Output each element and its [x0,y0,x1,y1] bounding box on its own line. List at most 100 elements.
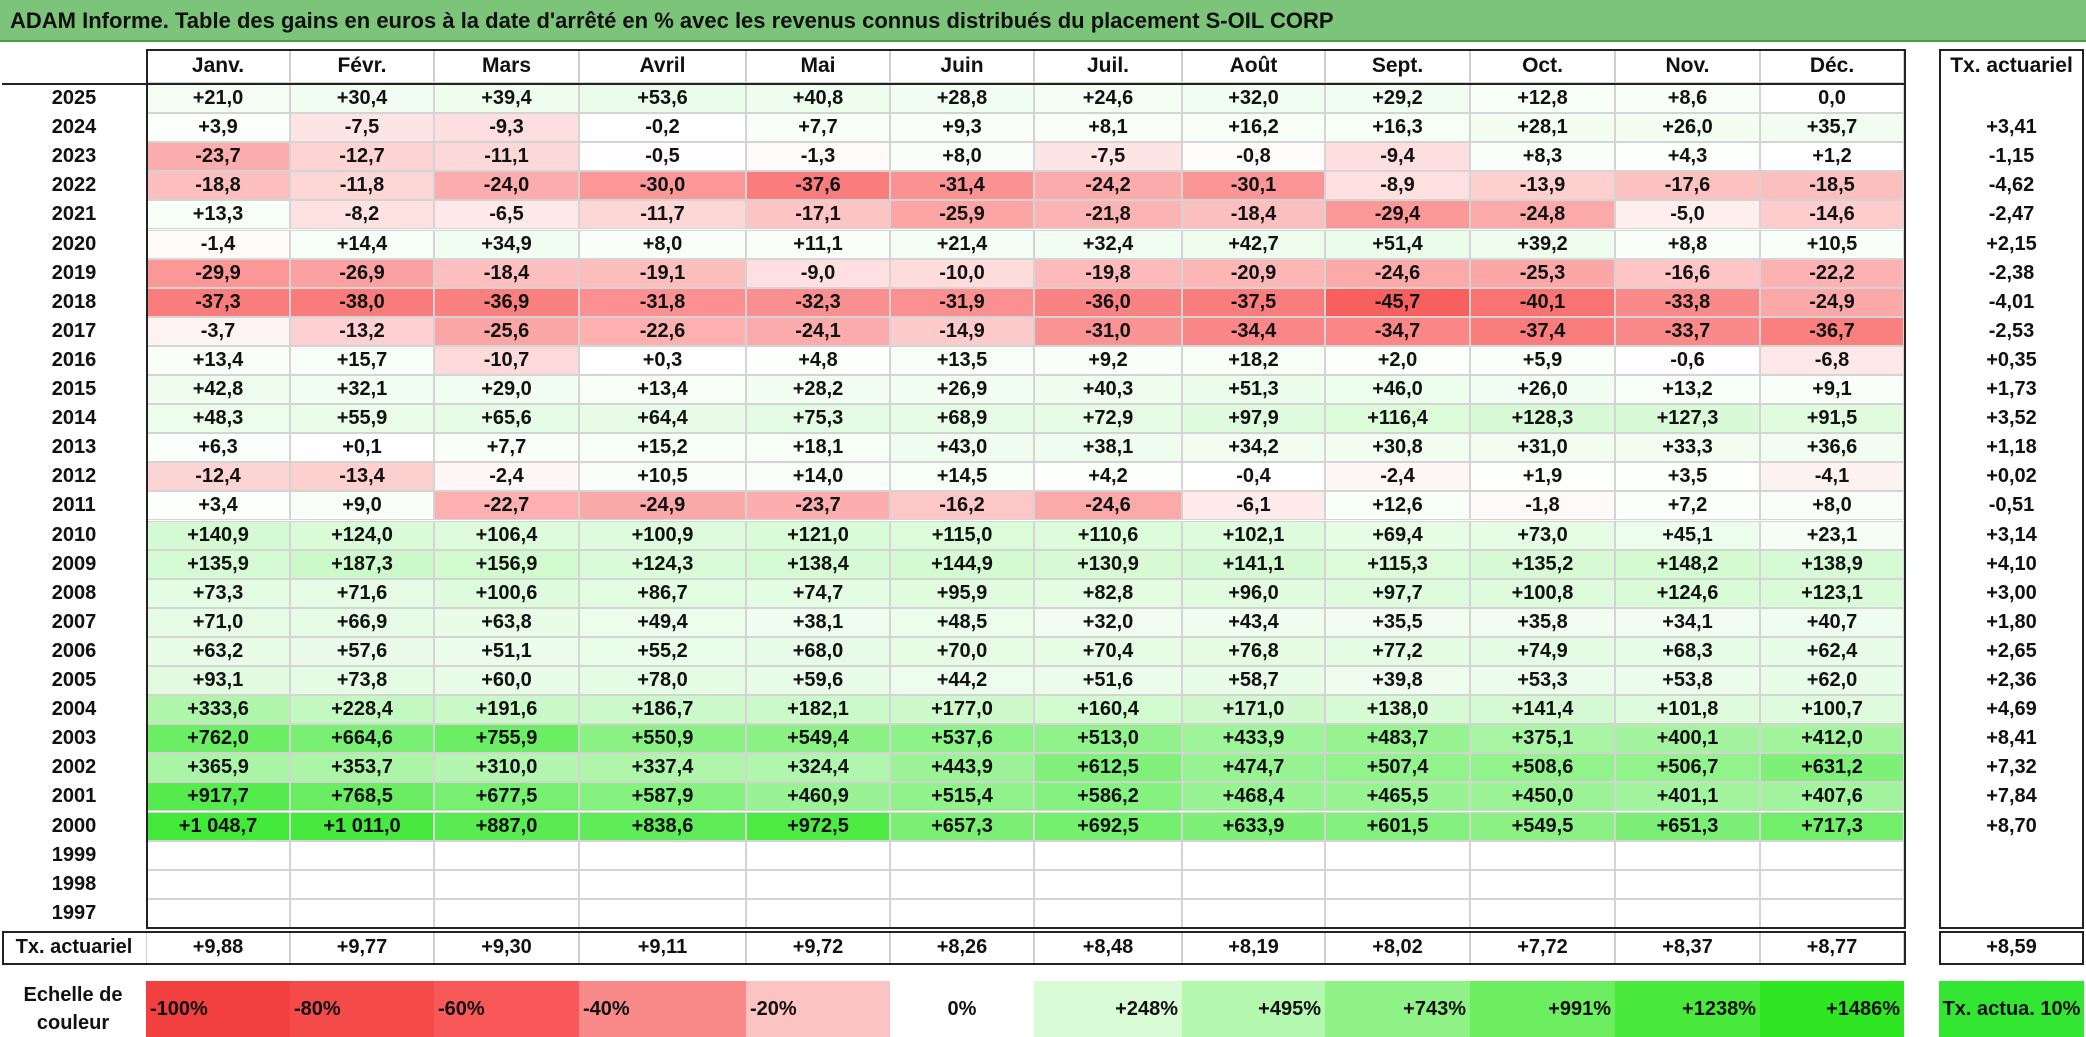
year-label: 2015 [51,378,97,401]
table-cell: +34,1 [1615,607,1760,637]
table-cell: +70,4 [1034,636,1182,666]
table-cell: +97,9 [1182,404,1325,434]
footer-cell: +8,48 [1034,930,1182,965]
table-cell: -24,9 [579,491,746,521]
table-cell: -16,6 [1615,258,1760,288]
table-cell: +460,9 [746,782,890,812]
table-cell: +135,9 [146,549,290,579]
table-cell: +353,7 [290,753,434,783]
table-cell: +14,5 [890,462,1034,492]
table-cell [1615,869,1760,899]
table-cell: -26,9 [290,258,434,288]
table-cell [1615,898,1760,928]
table-cell: +36,6 [1760,433,1904,463]
table-cell: +42,8 [146,375,290,405]
year-label: 2003 [51,727,97,750]
table-cell: +45,1 [1615,520,1760,550]
table-cell: -34,4 [1182,316,1325,346]
table-cell [1034,869,1182,899]
table-cell: +66,9 [290,607,434,637]
table-cell: +34,9 [434,229,579,259]
table-cell: +130,9 [1034,549,1182,579]
table-cell: +44,2 [890,666,1034,696]
table-cell: -13,9 [1470,171,1615,201]
table-cell [579,898,746,928]
table-cell: -18,4 [434,258,579,288]
table-cell: +55,2 [579,636,746,666]
table-cell: +677,5 [434,782,579,812]
table-cell [1760,869,1904,899]
table-cell: -34,7 [1325,316,1470,346]
table-cell: +333,6 [146,695,290,725]
table-cell: -31,9 [890,287,1034,317]
year-label: 2020 [51,232,97,255]
table-cell: -8,9 [1325,171,1470,201]
table-cell: +121,0 [746,520,890,550]
table-cell: +23,1 [1760,520,1904,550]
table-cell: +39,2 [1470,229,1615,259]
footer-cell: +9,72 [746,930,890,965]
table-cell: +39,4 [434,84,579,114]
month-header: Mars [434,49,579,83]
annual-rate-cell: +4,69 [1986,698,2037,721]
table-cell: +102,1 [1182,520,1325,550]
table-cell: +586,2 [1034,782,1182,812]
annual-rate-cell [1939,899,2084,928]
table-cell: +123,1 [1760,578,1904,608]
table-cell [579,869,746,899]
year-label: 2010 [51,523,97,546]
table-cell: +887,0 [434,811,579,841]
table-cell: +587,9 [579,782,746,812]
table-cell: +612,5 [1034,753,1182,783]
table-cell: -14,6 [1760,200,1904,230]
table-cell [1470,869,1615,899]
table-cell: -21,8 [1034,200,1182,230]
annual-rate-cell: +3,41 [1986,116,2037,139]
table-cell: -19,8 [1034,258,1182,288]
table-cell: +116,4 [1325,404,1470,434]
year-label: 2006 [51,639,97,662]
table-cell: -25,6 [434,316,579,346]
table-cell: -9,0 [746,258,890,288]
table-cell: +3,9 [146,113,290,143]
table-cell: -18,4 [1182,200,1325,230]
footer-cell: +8,77 [1760,930,1904,965]
table-cell: -2,4 [1325,462,1470,492]
table-cell: -33,8 [1615,287,1760,317]
table-cell: -24,2 [1034,171,1182,201]
table-cell: -6,5 [434,200,579,230]
table-cell [1182,840,1325,870]
table-cell: +77,2 [1325,636,1470,666]
table-cell: +537,6 [890,724,1034,754]
table-cell: +32,1 [290,375,434,405]
year-label: 2001 [51,785,97,808]
table-cell: +53,6 [579,84,746,114]
table-cell: +3,5 [1615,462,1760,492]
year-label: 2021 [51,203,97,226]
table-cell: +106,4 [434,520,579,550]
table-cell: -24,6 [1034,491,1182,521]
table-cell: -24,8 [1470,200,1615,230]
footer-cell: +9,77 [290,930,434,965]
table-cell: +9,3 [890,113,1034,143]
table-cell: +35,5 [1325,607,1470,637]
table-cell [1034,898,1182,928]
scale-rate-legend: Tx. actua. 10% [1939,981,2084,1037]
footer-cell: +8,37 [1615,930,1760,965]
footer-cell: +7,72 [1470,930,1615,965]
table-cell: +228,4 [290,695,434,725]
table-cell: +8,3 [1470,142,1615,172]
table-cell: +664,6 [290,724,434,754]
table-cell: +100,7 [1760,695,1904,725]
table-cell: -19,1 [579,258,746,288]
annual-rate-cell: +7,84 [1986,785,2037,808]
table-cell [146,898,290,928]
table-cell: +6,3 [146,433,290,463]
table-cell [1615,840,1760,870]
month-header: Juil. [1034,49,1182,83]
table-cell: -24,0 [434,171,579,201]
table-cell: +8,0 [1760,491,1904,521]
scale-swatch: +248% [1034,981,1182,1037]
table-cell: -18,5 [1760,171,1904,201]
footer-cell: +9,11 [579,930,746,965]
